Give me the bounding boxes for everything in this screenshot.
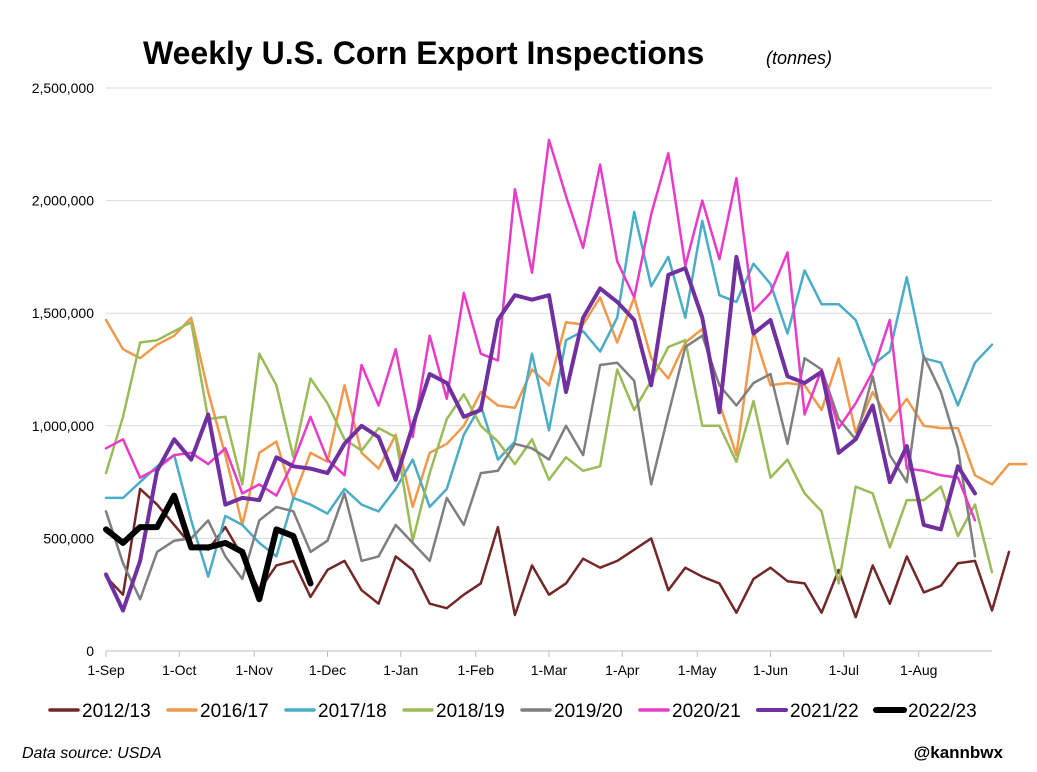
- y-tick-label: 0: [86, 643, 94, 659]
- series-line-2019-20: [104, 334, 977, 601]
- x-tick-label: 1-Jan: [383, 662, 418, 678]
- legend-label: 2020/21: [672, 701, 741, 722]
- legend-label: 2021/22: [790, 701, 859, 722]
- legend-label: 2022/23: [908, 701, 977, 722]
- y-tick-label: 1,000,000: [32, 418, 94, 434]
- x-tick-label: 1-Jul: [829, 662, 859, 678]
- series-line-2018-19: [104, 320, 994, 585]
- series-line-2020-21: [104, 138, 977, 522]
- x-tick-label: 1-Sep: [87, 662, 125, 678]
- author-credit: @kannbwx: [914, 743, 1004, 762]
- x-tick-label: 1-Dec: [309, 662, 346, 678]
- series-line-2017-18: [104, 210, 994, 578]
- legend-label: 2018/19: [436, 701, 505, 722]
- x-tick-label: 1-Nov: [236, 662, 273, 678]
- series-line-2021-22: [104, 254, 977, 613]
- series-line-2022-23: [103, 492, 314, 603]
- chart-title: Weekly U.S. Corn Export Inspections: [143, 35, 704, 71]
- y-tick-label: 2,000,000: [32, 193, 94, 209]
- x-tick-label: 1-Aug: [900, 662, 937, 678]
- x-axis: 1-Sep 1-Oct 1-Nov 1-Dec 1-Jan 1-Feb 1-Mar 1-Apr…: [87, 650, 992, 678]
- x-tick-label: 1-Oct: [162, 662, 196, 678]
- chart-subtitle: (tonnes): [766, 48, 832, 68]
- x-tick-label: 1-Mar: [531, 662, 568, 678]
- legend-label: 2016/17: [200, 701, 269, 722]
- series-line-2016-17: [104, 296, 1028, 527]
- y-tick-label: 2,500,000: [32, 80, 94, 96]
- y-tick-label: 1,500,000: [32, 305, 94, 321]
- x-tick-label: 1-Jun: [753, 662, 788, 678]
- legend-label: 2012/13: [82, 701, 151, 722]
- legend: 2012/13 2016/17 2017/18 2018/19 2019/20 2020/…: [48, 701, 977, 722]
- data-source-note: Data source: USDA: [22, 745, 162, 762]
- legend-label: 2017/18: [318, 701, 387, 722]
- x-tick-label: 1-Feb: [457, 662, 494, 678]
- y-tick-label: 500,000: [43, 530, 94, 546]
- legend-label: 2019/20: [554, 701, 623, 722]
- series-layer: [103, 138, 1028, 619]
- x-tick-label: 1-Apr: [605, 662, 640, 678]
- y-axis: 0 500,000 1,000,000 1,500,000 2,000,000 2,500…: [32, 80, 95, 659]
- x-tick-label: 1-May: [678, 662, 717, 678]
